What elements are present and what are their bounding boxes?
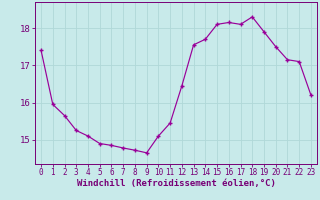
X-axis label: Windchill (Refroidissement éolien,°C): Windchill (Refroidissement éolien,°C) [76, 179, 276, 188]
